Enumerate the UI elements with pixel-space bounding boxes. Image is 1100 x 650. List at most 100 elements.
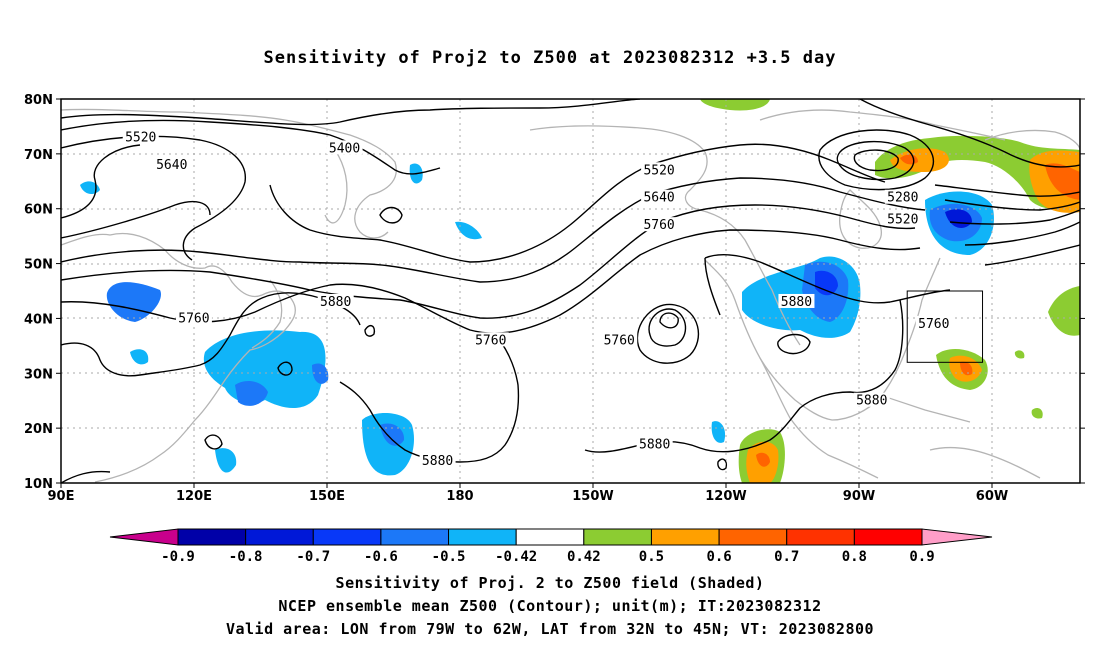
contour-line (61, 204, 916, 319)
colorbar-label: 0.8 (842, 549, 867, 565)
colorbar-swatch (177, 528, 247, 546)
lat-label: 60N (24, 203, 53, 218)
grid-lines (61, 99, 1080, 483)
colorbar-label: -0.8 (229, 549, 263, 565)
contour-line (704, 257, 721, 316)
contour-label: 5760 (178, 311, 209, 326)
colorbar-swatch (245, 528, 314, 546)
colorbar-label: -0.42 (495, 549, 537, 565)
coastline-kamchatka (324, 149, 348, 224)
colorbar-label: 0.42 (567, 549, 601, 565)
colorbar-label: -0.9 (161, 549, 195, 565)
colorbar-label: 0.7 (774, 549, 799, 565)
neg-sensitivity-area (815, 270, 838, 296)
neg-sensitivity-area (455, 221, 482, 240)
contour-label-bg (915, 315, 952, 330)
contour-line (277, 361, 293, 376)
coastline-siberia (61, 108, 397, 239)
caption-shaded: Sensitivity of Proj. 2 to Z500 field (Sh… (335, 574, 765, 592)
contour-label-bg (853, 392, 890, 407)
lon-label: 150E (309, 489, 345, 504)
contour-line (61, 99, 641, 126)
contour-line (659, 312, 679, 329)
contour-line (984, 244, 1080, 266)
neg-sensitivity-area (215, 448, 237, 473)
contour-line (949, 209, 1080, 225)
pos-sensitivity-area (960, 361, 973, 376)
colorbar-swatch (718, 528, 788, 546)
contour-line (717, 458, 728, 471)
contour-label-bg (122, 129, 159, 144)
neg-sensitivity-area (106, 282, 161, 322)
colorbar-swatch (515, 528, 585, 546)
contour-label-bg (641, 189, 678, 204)
neg-sensitivity-area (312, 363, 329, 384)
contour-label-bg (153, 156, 190, 171)
contour-line (61, 144, 141, 219)
coastlines (61, 108, 1080, 483)
contour-label-bg (636, 436, 673, 451)
contour-label: 5400 (329, 141, 360, 156)
colorbar-swatch (380, 528, 450, 546)
contour-label-bg (884, 211, 921, 226)
coastline-hudson-bay (839, 189, 882, 249)
pos-sensitivity-area (1045, 163, 1080, 200)
neg-sensitivity-area (235, 380, 268, 406)
lat-label: 50N (24, 258, 53, 273)
colorbar-label: -0.5 (432, 549, 466, 565)
lon-label: 150W (572, 489, 613, 504)
colorbar-swatch (786, 528, 855, 546)
contour-label: 5760 (475, 333, 506, 348)
valid-area-box (906, 290, 984, 363)
contour-label-bg (175, 310, 212, 325)
contour-line (269, 143, 886, 263)
colorbar-swatch (448, 528, 517, 546)
neg-sensitivity-area (380, 423, 405, 446)
contour-label-bg (884, 189, 921, 204)
coastline-greenland (984, 129, 1080, 151)
pos-sensitivity-area (1048, 286, 1080, 336)
colorbar-swatch (650, 528, 720, 546)
lon-label: 180 (446, 489, 473, 504)
contour-line (934, 184, 1080, 197)
contour-line (853, 149, 899, 172)
colorbar-over-arrow (921, 528, 993, 546)
contour-line (944, 199, 1080, 211)
pos-sensitivity-area (1014, 350, 1025, 359)
contour-label-bg (778, 293, 815, 308)
contour-line (777, 333, 811, 355)
coastline-japan (251, 279, 283, 349)
contour-label: 5760 (643, 218, 674, 233)
coastline-arctic-islands (759, 109, 1006, 141)
neg-sensitivity-area (130, 349, 149, 365)
contour-label-bg (641, 217, 678, 232)
contour-label: 5520 (125, 130, 156, 145)
contour-label-bg (472, 332, 509, 347)
lon-label: 90E (48, 489, 75, 504)
contour-line (61, 470, 111, 483)
lat-label: 20N (24, 422, 53, 437)
pos-sensitivity-area (756, 452, 770, 467)
lat-label: 80N (24, 93, 53, 108)
coastline-south-america (929, 446, 1041, 479)
contour-label: 5280 (887, 191, 918, 206)
contour-label-bg (317, 293, 354, 308)
lon-label: 90W (843, 489, 875, 504)
contour-label-bg (641, 162, 678, 177)
contour-line (859, 99, 1080, 168)
neg-sensitivity-area (80, 181, 100, 195)
colorbar-label: -0.7 (296, 549, 330, 565)
coastline-mexico (759, 357, 879, 479)
contour-label: 5880 (320, 295, 351, 310)
lat-label: 10N (24, 477, 53, 492)
contour-line (818, 129, 935, 191)
neg-sensitivity-area (711, 421, 726, 443)
coastline-north-america (704, 257, 941, 421)
caption-contour: NCEP ensemble mean Z500 (Contour); unit(… (278, 597, 822, 615)
colorbar-swatch (853, 528, 923, 546)
colorbar: -0.9 -0.8 -0.7 -0.6 -0.5 -0.42 0.42 0.5 0.6 0.7 0.… (109, 528, 993, 565)
lon-label: 120W (705, 489, 746, 504)
plot-frame (60, 98, 1081, 484)
